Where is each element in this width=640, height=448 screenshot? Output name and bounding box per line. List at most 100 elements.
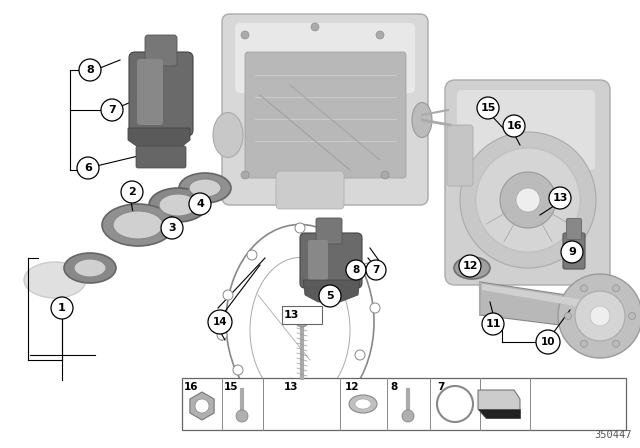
Text: 1: 1 (58, 303, 66, 313)
Ellipse shape (113, 211, 163, 239)
Circle shape (355, 350, 365, 360)
Circle shape (402, 410, 414, 422)
Bar (282, 306, 322, 324)
FancyBboxPatch shape (245, 52, 406, 178)
Circle shape (482, 313, 504, 335)
Circle shape (236, 410, 248, 422)
Circle shape (590, 306, 610, 326)
Ellipse shape (349, 395, 377, 413)
Ellipse shape (74, 259, 106, 277)
Polygon shape (480, 282, 600, 330)
Polygon shape (482, 284, 598, 310)
Circle shape (273, 385, 283, 395)
Text: 6: 6 (84, 163, 92, 173)
Circle shape (208, 310, 232, 334)
Text: 7: 7 (108, 105, 116, 115)
Text: 8: 8 (353, 265, 360, 275)
Text: 16: 16 (506, 121, 522, 131)
Ellipse shape (102, 204, 174, 246)
FancyBboxPatch shape (447, 125, 473, 186)
Circle shape (346, 260, 366, 280)
Text: 10: 10 (541, 337, 556, 347)
Circle shape (195, 399, 209, 413)
Text: 4: 4 (196, 199, 204, 209)
Text: 9: 9 (568, 247, 576, 257)
Circle shape (580, 285, 588, 292)
Circle shape (612, 285, 620, 292)
Ellipse shape (179, 173, 231, 203)
Circle shape (516, 188, 540, 212)
Text: 11: 11 (485, 319, 500, 329)
FancyBboxPatch shape (563, 233, 585, 269)
Circle shape (233, 365, 243, 375)
Circle shape (315, 380, 325, 390)
Text: 12: 12 (462, 261, 477, 271)
Circle shape (363, 263, 373, 273)
Polygon shape (128, 128, 190, 152)
Circle shape (503, 115, 525, 137)
Text: 13: 13 (552, 193, 568, 203)
Circle shape (366, 260, 386, 280)
Circle shape (223, 290, 233, 300)
Circle shape (536, 330, 560, 354)
FancyBboxPatch shape (316, 218, 342, 244)
Ellipse shape (454, 257, 490, 279)
FancyBboxPatch shape (457, 90, 595, 170)
Circle shape (311, 23, 319, 31)
Circle shape (295, 313, 309, 327)
Text: 16: 16 (184, 382, 198, 392)
FancyBboxPatch shape (276, 171, 344, 209)
Text: 8: 8 (390, 382, 397, 392)
FancyBboxPatch shape (129, 52, 193, 136)
Ellipse shape (462, 262, 482, 274)
FancyBboxPatch shape (145, 35, 177, 66)
Circle shape (575, 291, 625, 341)
Ellipse shape (159, 194, 197, 216)
Circle shape (628, 313, 636, 319)
Circle shape (437, 386, 473, 422)
Circle shape (319, 285, 341, 307)
Circle shape (295, 223, 305, 233)
Circle shape (79, 59, 101, 81)
Text: 7: 7 (437, 382, 444, 392)
Circle shape (247, 250, 257, 260)
Text: 350447: 350447 (595, 430, 632, 440)
Text: 15: 15 (224, 382, 239, 392)
Circle shape (376, 31, 384, 39)
FancyBboxPatch shape (137, 59, 163, 125)
Circle shape (77, 157, 99, 179)
Circle shape (477, 97, 499, 119)
Text: 12: 12 (345, 382, 360, 392)
Polygon shape (478, 390, 520, 418)
FancyBboxPatch shape (222, 14, 428, 205)
FancyBboxPatch shape (136, 146, 186, 168)
Circle shape (580, 340, 588, 347)
Circle shape (476, 148, 580, 252)
Text: 2: 2 (128, 187, 136, 197)
Circle shape (241, 31, 249, 39)
Circle shape (561, 241, 583, 263)
FancyBboxPatch shape (300, 233, 362, 288)
Text: 14: 14 (212, 317, 227, 327)
Bar (182, 378, 626, 430)
Ellipse shape (412, 103, 432, 138)
Circle shape (500, 172, 556, 228)
Circle shape (189, 193, 211, 215)
Circle shape (241, 171, 249, 179)
Text: 7: 7 (372, 265, 380, 275)
Circle shape (161, 217, 183, 239)
Circle shape (121, 181, 143, 203)
Circle shape (101, 99, 123, 121)
Circle shape (558, 274, 640, 358)
Ellipse shape (189, 179, 221, 197)
Circle shape (612, 340, 620, 347)
Circle shape (459, 255, 481, 277)
Circle shape (370, 303, 380, 313)
Text: 15: 15 (480, 103, 496, 113)
Ellipse shape (24, 262, 86, 298)
Text: 5: 5 (326, 291, 334, 301)
Ellipse shape (149, 188, 207, 222)
Polygon shape (478, 409, 520, 418)
FancyBboxPatch shape (308, 240, 328, 280)
Circle shape (217, 330, 227, 340)
